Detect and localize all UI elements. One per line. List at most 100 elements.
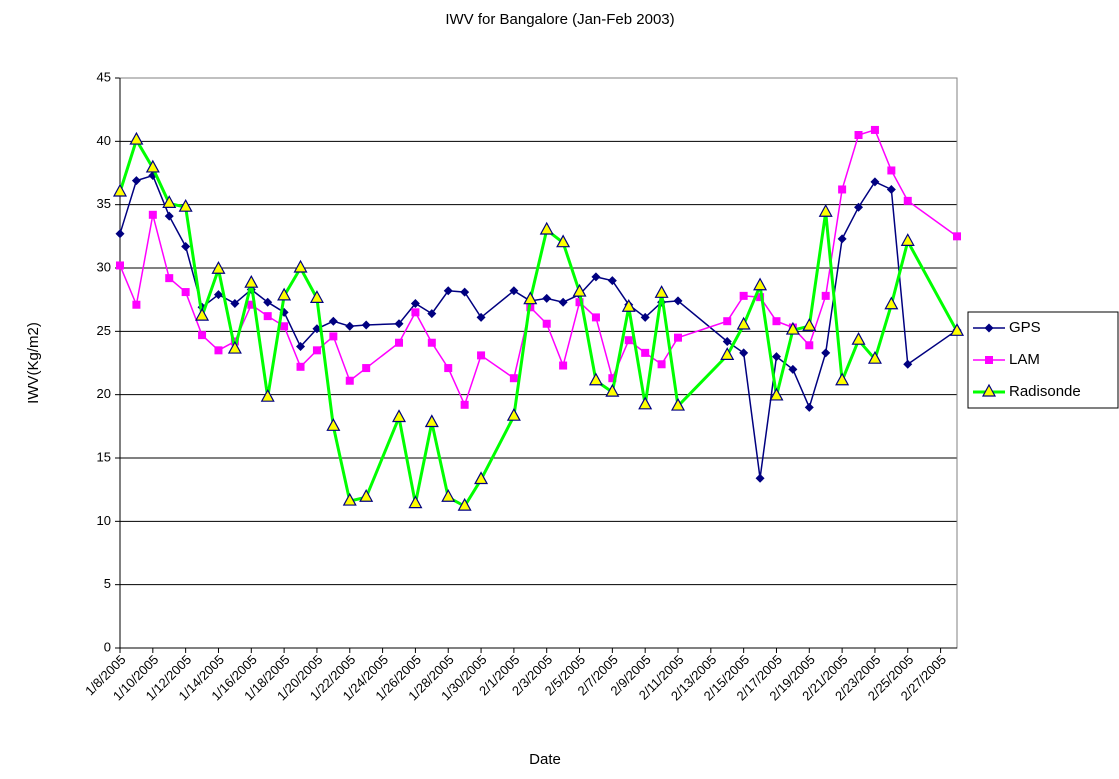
point [509,286,519,296]
point [657,360,666,369]
point [558,297,568,307]
point [572,283,587,297]
point [326,418,341,431]
point [457,497,472,511]
point [785,321,800,335]
point [838,185,847,194]
series-line [119,174,958,479]
point [870,177,880,187]
point [345,321,355,331]
point [788,364,798,374]
point [670,397,686,411]
point [247,300,256,309]
point [129,131,144,145]
legend-label: Radisonde [1009,383,1081,400]
point [410,298,420,308]
point [851,331,866,345]
point [280,322,289,331]
point [953,232,961,241]
point [723,317,732,326]
point [854,131,863,139]
point [443,286,453,296]
point [263,297,273,307]
point [328,316,338,326]
point [329,332,338,341]
point [115,229,125,239]
point [460,287,470,297]
chart-title: IWV for Bangalore (Jan-Feb 2003) [445,11,674,28]
point [638,396,653,410]
point [460,400,469,409]
point [588,372,603,386]
point [539,221,554,235]
point [854,202,864,212]
point [818,204,833,217]
point [900,233,915,246]
y-tick-label: 0 [104,639,111,654]
point [195,307,210,321]
y-tick-label: 5 [104,576,111,591]
point [722,336,732,346]
point [949,323,965,336]
point [506,407,521,421]
point [359,489,374,502]
point [263,312,272,321]
point [148,210,157,219]
point [296,342,306,352]
y-tick-label: 25 [97,323,111,338]
point [772,317,781,326]
point [424,414,439,428]
point [624,336,633,345]
legend-label: GPS [1009,319,1041,336]
point [523,291,538,305]
x-axis-label: Date [529,751,561,768]
point [213,290,223,300]
y-tick-label: 45 [97,69,111,84]
point [556,234,571,248]
point [739,291,748,300]
point [214,346,223,355]
point [542,293,552,303]
point [411,308,420,317]
point [753,277,768,291]
point [244,274,259,288]
point [884,296,899,310]
point [145,159,160,173]
point [476,312,486,322]
point [821,291,830,300]
point [903,196,912,205]
point [474,471,489,485]
y-tick-label: 20 [97,386,111,401]
point [591,313,600,322]
point [886,184,896,194]
point [903,359,913,369]
point [345,376,354,385]
point [309,290,324,303]
point [395,338,403,347]
point [132,300,141,309]
legend-marker [981,383,997,397]
y-axis-label: IWV(Kg/m2) [25,322,42,404]
point [804,402,814,412]
point [293,259,308,273]
point [408,495,423,509]
point [542,319,551,328]
point [771,352,781,362]
point [277,287,292,301]
point [640,312,650,322]
point [509,374,518,383]
point [739,348,749,358]
point [444,364,453,373]
y-tick-label: 35 [97,196,111,211]
point [769,387,784,401]
point [887,166,896,175]
point [342,492,357,506]
point [835,372,850,386]
plot-frame [119,77,958,649]
point [362,364,371,373]
point [837,234,847,244]
point [441,489,456,502]
point [162,195,177,208]
point [178,198,193,212]
legend-marker [985,356,993,364]
